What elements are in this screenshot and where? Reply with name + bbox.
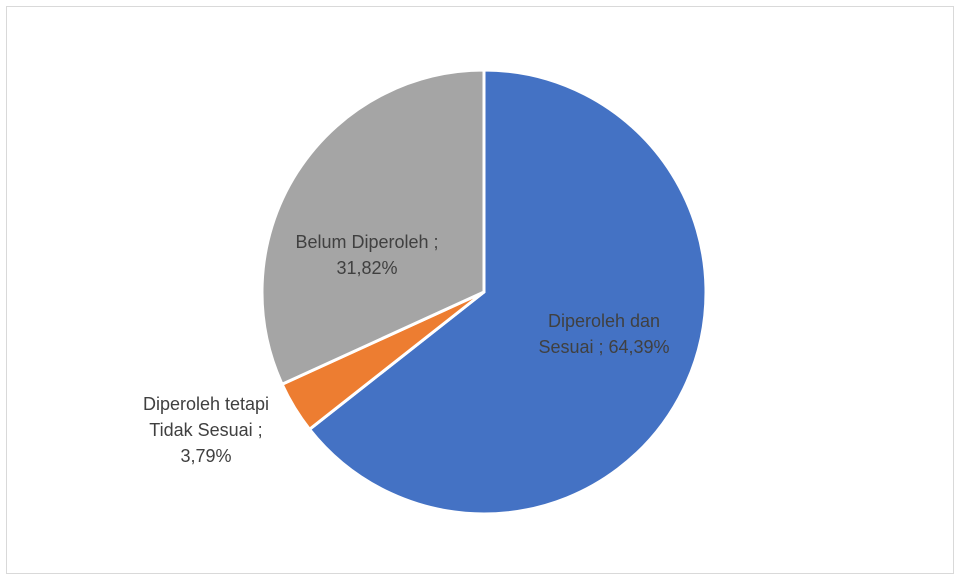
data-label-line: Diperoleh dan <box>548 311 660 331</box>
pie-slice-belum-diperoleh <box>260 68 486 386</box>
pie-slice-diperoleh-dan-sesuai <box>308 68 708 516</box>
data-label-belum-diperoleh: Belum Diperoleh ; 31,82% <box>295 232 438 278</box>
data-label-diperoleh-tetapi-tidak-sesuai: Diperoleh tetapi Tidak Sesuai ; 3,79% <box>143 394 269 466</box>
data-label-line: Diperoleh tetapi <box>143 394 269 414</box>
data-label-line: Sesuai ; 64,39% <box>538 337 669 357</box>
slices-layer <box>260 68 708 516</box>
data-label-diperoleh-dan-sesuai: Diperoleh dan Sesuai ; 64,39% <box>538 311 669 357</box>
data-label-line: 3,79% <box>180 446 231 466</box>
data-label-line: Belum Diperoleh ; <box>295 232 438 252</box>
data-label-line: Tidak Sesuai ; <box>149 420 262 440</box>
labels-layer: Diperoleh dan Sesuai ; 64,39% Diperoleh te… <box>143 232 670 466</box>
data-label-line: 31,82% <box>336 258 397 278</box>
